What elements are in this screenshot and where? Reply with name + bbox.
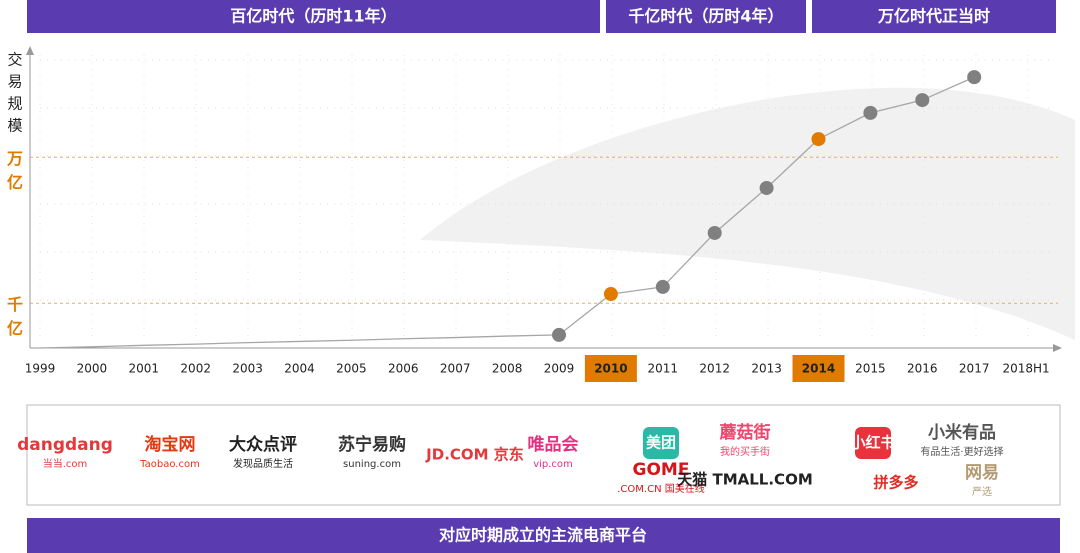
watermark [420, 87, 1075, 340]
platform-name: Taobao.com [139, 459, 200, 470]
platform-name: 我的买手街 [720, 445, 770, 458]
x-tick-label: 2010 [594, 362, 627, 376]
platform-panel [26, 404, 1061, 506]
x-highlight-box [792, 355, 845, 382]
y-tick-label: 亿 [7, 319, 23, 338]
point [811, 132, 826, 147]
x-axis-arrow [1053, 344, 1062, 352]
y-axis-label: 模 [7, 117, 22, 135]
y-axis-arrow [26, 46, 34, 55]
y-tick-label: 亿 [7, 173, 23, 192]
era-banner [27, 0, 600, 33]
platform-name: GOME [633, 460, 690, 480]
x-tick-label: 2018H1 [1002, 362, 1049, 376]
y-axis-label: 规 [7, 95, 22, 113]
platform-name: 美团 [646, 434, 676, 452]
platform-name: 小米有品 [928, 422, 996, 443]
era-label: 万亿时代正当时 [877, 7, 990, 26]
y-axis-label: 交 [7, 51, 22, 69]
platform-name: 网易 [965, 463, 999, 483]
platform-name: 唯品会 [528, 434, 579, 455]
footer-text: 对应时期成立的主流电商平台 [439, 526, 647, 545]
platform-name: 拼多多 [873, 474, 918, 492]
platform-name: dangdang [17, 435, 113, 455]
era-banner [812, 0, 1056, 33]
era-banner [606, 0, 806, 33]
y-tick-label: 千 [7, 295, 23, 314]
x-tick-label: 2012 [699, 362, 730, 376]
platform-name: suning.com [343, 459, 401, 470]
point [603, 287, 618, 302]
era-label: 千亿时代（历时4年） [628, 7, 783, 26]
x-highlight-box [584, 355, 637, 382]
logo-box [855, 427, 891, 459]
x-tick-label: 2002 [180, 362, 211, 376]
x-tick-label: 2004 [284, 362, 315, 376]
x-tick-label: 2001 [129, 362, 160, 376]
platform-name: 蘑菇街 [720, 422, 771, 443]
x-tick-label: 2009 [544, 362, 575, 376]
x-tick-label: 2007 [440, 362, 471, 376]
point [655, 279, 670, 294]
footer-banner [27, 518, 1060, 553]
x-tick-label: 2014 [802, 362, 835, 376]
point [915, 93, 930, 108]
y-axis-label: 易 [7, 73, 22, 91]
platform-name: 严选 [972, 485, 992, 498]
x-tick-label: 1999 [25, 362, 56, 376]
platform-name: 当当.com [43, 457, 88, 470]
x-tick-label: 2000 [77, 362, 108, 376]
platform-name: vip.com [533, 459, 573, 470]
x-tick-label: 2003 [232, 362, 263, 376]
platform-name: 淘宝网 [145, 434, 196, 455]
platform-name: 大众点评 [229, 434, 297, 455]
point [707, 225, 722, 240]
x-tick-label: 2011 [648, 362, 679, 376]
platform-name: 小红书 [850, 434, 895, 452]
point [759, 180, 774, 195]
era-label: 百亿时代（历时11年） [230, 7, 396, 26]
point [552, 327, 566, 342]
point [863, 105, 878, 120]
platform-name: 天猫 TMALL.COM [677, 471, 813, 489]
x-tick-label: 2005 [336, 362, 367, 376]
x-tick-label: 2016 [907, 362, 938, 376]
x-tick-label: 2015 [855, 362, 886, 376]
platform-name: JD.COM 京东 [425, 446, 524, 464]
platform-name: 有品生活·更好选择 [920, 445, 1003, 458]
x-tick-label: 2013 [751, 362, 782, 376]
platform-name: 苏宁易购 [338, 434, 406, 455]
x-tick-label: 2008 [492, 362, 523, 376]
logo-box [643, 427, 679, 459]
y-tick-label: 万 [6, 149, 23, 168]
x-tick-label: 2006 [388, 362, 419, 376]
platform-name: 发现品质生活 [233, 457, 293, 470]
point [967, 70, 982, 85]
x-tick-label: 2017 [959, 362, 990, 376]
platform-name: .COM.CN 国美在线 [617, 482, 704, 495]
